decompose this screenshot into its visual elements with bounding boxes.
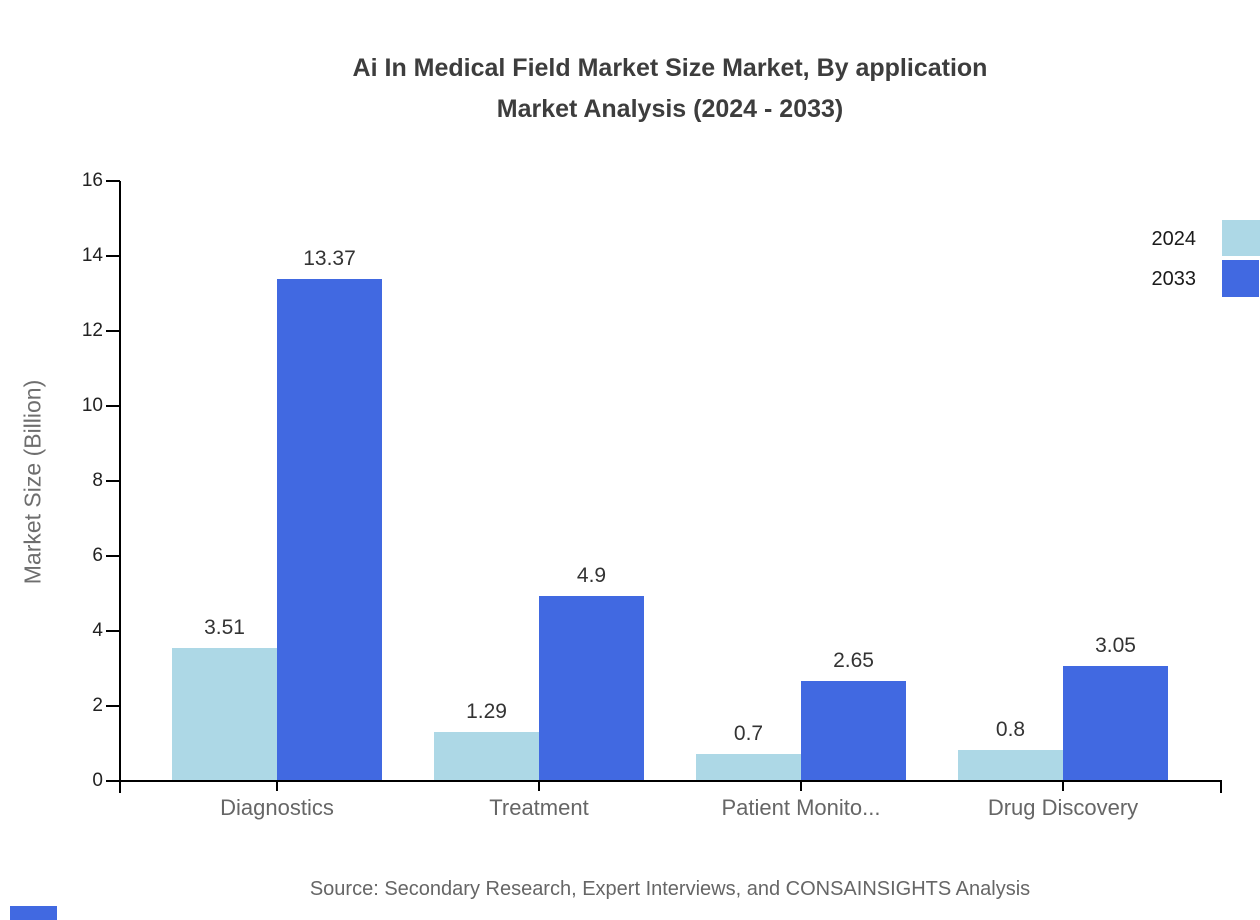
watermark-bar [10, 906, 57, 920]
chart-title: Ai In Medical Field Market Size Market, … [80, 48, 1260, 130]
bar-2033-drug-discovery [1063, 665, 1168, 780]
chart-title-line1: Ai In Medical Field Market Size Market, … [352, 54, 988, 82]
y-tick-label: 6 [92, 545, 103, 566]
bar-2033-diagnostics [277, 278, 382, 780]
y-tick-mark [106, 555, 120, 557]
bar-2024-treatment [434, 731, 539, 780]
value-label-2033-treatment: 4.9 [576, 564, 607, 588]
legend-swatch-2024 [1222, 220, 1260, 256]
x-tick-mark [1062, 781, 1064, 791]
legend-label-2033: 2033 [1151, 268, 1197, 290]
legend-swatch-2033 [1222, 260, 1259, 297]
value-label-2024-treatment: 1.29 [466, 699, 507, 723]
y-tick-label: 8 [92, 470, 103, 491]
y-tick-label: 16 [81, 170, 103, 191]
value-label-2033-diagnostics: 13.37 [303, 246, 356, 270]
x-axis-line [118, 780, 1222, 782]
y-tick-label: 4 [92, 620, 103, 641]
y-tick-label: 12 [81, 320, 103, 341]
source-attribution: Source: Secondary Research, Expert Inter… [309, 878, 1031, 900]
bar-2033-treatment [539, 596, 644, 780]
value-label-2024-drug-discovery: 0.8 [995, 718, 1026, 741]
y-tick-label: 2 [92, 695, 103, 716]
x-tick-mark [800, 781, 802, 791]
x-axis-end-tick [1220, 781, 1222, 793]
y-tick-mark [106, 180, 120, 182]
bar-2033-patient-monito [801, 680, 906, 780]
x-tick-mark [538, 781, 540, 791]
value-label-2033-drug-discovery: 3.05 [1095, 633, 1136, 657]
y-tick-mark [106, 330, 120, 332]
bar-2024-drug-discovery [958, 750, 1063, 780]
y-tick-label: 0 [92, 770, 103, 791]
x-tick-mark [276, 781, 278, 791]
category-label: Treatment [489, 795, 589, 820]
value-label-2033-patient-monito: 2.65 [833, 648, 874, 672]
bar-2024-patient-monito [696, 753, 801, 780]
category-label: Diagnostics [220, 795, 334, 820]
chart-title-line2: Market Analysis (2024 - 2033) [496, 95, 844, 123]
y-tick-mark [106, 480, 120, 482]
value-label-2024-diagnostics: 3.51 [204, 616, 245, 640]
legend-label-2024: 2024 [1151, 228, 1197, 250]
category-label: Patient Monito... [721, 795, 881, 820]
y-tick-mark [106, 705, 120, 707]
y-tick-mark [106, 630, 120, 632]
value-label-2024-patient-monito: 0.7 [733, 721, 764, 745]
y-tick-label: 14 [81, 245, 103, 266]
y-tick-label: 10 [81, 395, 103, 416]
category-label: Drug Discovery [987, 795, 1139, 820]
y-tick-mark [106, 405, 120, 407]
bar-2024-diagnostics [172, 648, 277, 780]
y-tick-mark [106, 255, 120, 257]
y-axis-line [119, 181, 121, 793]
y-tick-mark [106, 780, 120, 782]
